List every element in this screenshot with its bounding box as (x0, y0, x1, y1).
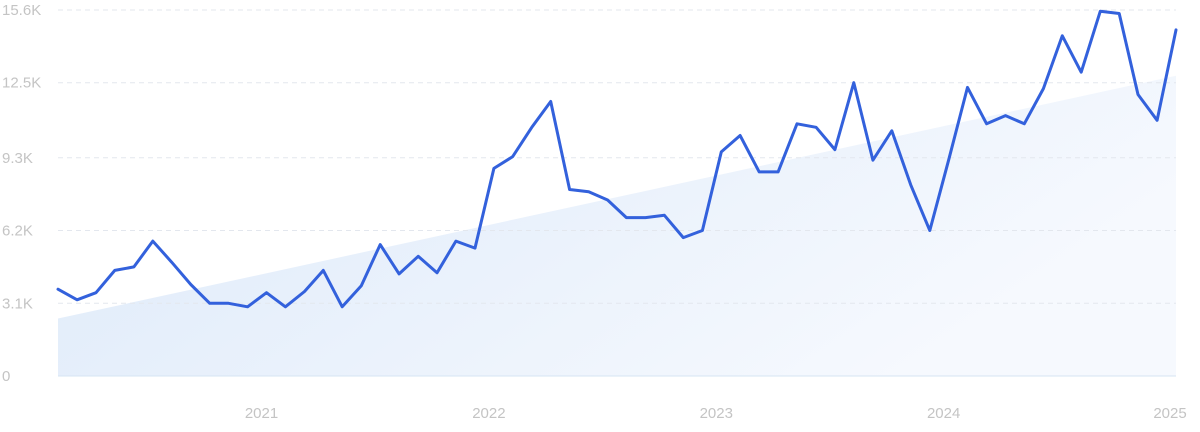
y-tick-label: 6.2K (2, 223, 33, 240)
x-tick-label: 2023 (700, 405, 733, 422)
x-tick-label: 2021 (245, 405, 278, 422)
y-tick-label: 12.5K (2, 75, 41, 92)
y-tick-label: 0 (2, 368, 10, 385)
x-tick-label: 2022 (472, 405, 505, 422)
line (56, 9, 1178, 309)
x-tick-label: 2024 (927, 405, 960, 422)
y-tick-label: 9.3K (2, 150, 33, 167)
x-tick-label: 2025 (1153, 405, 1186, 422)
y-tick-label: 3.1K (2, 295, 33, 312)
y-tick-label: 15.6K (2, 2, 41, 19)
trend-area (58, 75, 1176, 376)
